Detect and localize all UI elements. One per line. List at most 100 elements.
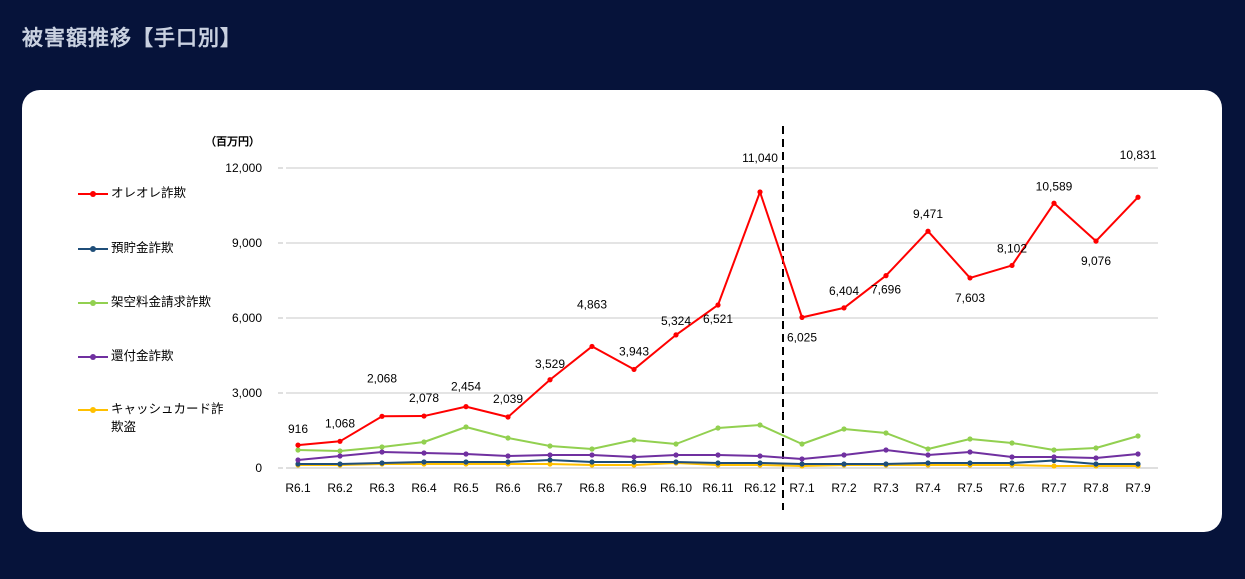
data-point bbox=[925, 452, 931, 458]
data-point bbox=[631, 454, 637, 460]
x-tick-label: R7.7 bbox=[1041, 481, 1067, 495]
data-point bbox=[1135, 461, 1141, 467]
y-tick-label: 0 bbox=[255, 461, 262, 475]
x-tick-label: R7.6 bbox=[999, 481, 1025, 495]
data-point bbox=[631, 459, 637, 465]
data-point bbox=[967, 449, 973, 455]
data-label: 3,529 bbox=[535, 357, 565, 371]
data-point bbox=[1051, 200, 1057, 206]
data-label: 4,863 bbox=[577, 297, 607, 311]
x-tick-label: R6.8 bbox=[579, 481, 605, 495]
legend-label: オレオレ詐欺 bbox=[111, 185, 187, 200]
legend-label: キャッシュカード詐欺盗 bbox=[111, 401, 224, 434]
data-point bbox=[883, 461, 889, 467]
data-point bbox=[547, 457, 553, 463]
x-tick-label: R6.2 bbox=[327, 481, 353, 495]
data-point bbox=[379, 444, 385, 450]
data-point bbox=[757, 453, 763, 459]
x-tick-label: R7.8 bbox=[1083, 481, 1109, 495]
legend-label: 還付金詐欺 bbox=[111, 348, 174, 363]
x-tick-label: R6.5 bbox=[453, 481, 479, 495]
y-axis-unit-label: （百万円） bbox=[205, 135, 260, 148]
chart-card: 0 3,000 6,000 9,000 12,000 R6.1 R6.2 R6.3 R6.4 R6… bbox=[22, 90, 1222, 532]
line-chart: 0 3,000 6,000 9,000 12,000 R6.1 R6.2 R6.3 R6.4 R6… bbox=[225, 126, 1158, 510]
legend-label: 架空料金請求詐欺 bbox=[111, 294, 212, 309]
data-point bbox=[967, 275, 973, 281]
data-label: 7,603 bbox=[955, 291, 985, 305]
data-point bbox=[757, 460, 763, 466]
data-point bbox=[799, 456, 805, 462]
data-label: 6,404 bbox=[829, 284, 859, 298]
data-point bbox=[505, 459, 511, 465]
data-point bbox=[295, 447, 301, 453]
y-tick-label: 3,000 bbox=[232, 386, 262, 400]
data-label: 6,025 bbox=[787, 330, 817, 344]
data-point bbox=[463, 459, 469, 465]
legend-swatch-icon bbox=[78, 296, 108, 308]
data-label: 8,102 bbox=[997, 241, 1027, 255]
data-point bbox=[1009, 460, 1015, 466]
y-tick-label: 6,000 bbox=[232, 311, 262, 325]
data-point bbox=[673, 441, 679, 447]
legend-item: 預貯金詐欺 bbox=[78, 240, 238, 257]
data-point bbox=[421, 439, 427, 445]
data-point bbox=[1051, 454, 1057, 460]
data-point bbox=[379, 413, 385, 419]
data-point bbox=[631, 366, 637, 373]
data-point bbox=[505, 435, 511, 441]
x-tick-label: R7.1 bbox=[789, 481, 815, 495]
data-point bbox=[673, 459, 679, 465]
data-label: 11,040 bbox=[742, 151, 778, 165]
data-point bbox=[421, 450, 427, 456]
x-tick-label: R6.9 bbox=[621, 481, 647, 495]
data-point bbox=[631, 437, 637, 443]
data-point bbox=[1009, 262, 1015, 269]
x-tick-label: R6.4 bbox=[411, 481, 437, 495]
x-tick-label: R6.11 bbox=[702, 481, 733, 495]
data-label: 9,471 bbox=[913, 207, 943, 221]
data-point bbox=[547, 377, 553, 383]
data-point bbox=[337, 448, 343, 454]
data-point bbox=[715, 425, 721, 431]
data-label: 3,943 bbox=[619, 344, 649, 358]
data-point bbox=[799, 314, 805, 320]
x-tick-label: R6.1 bbox=[285, 481, 311, 495]
data-point bbox=[799, 441, 805, 447]
data-point bbox=[337, 453, 343, 459]
data-label: 6,521 bbox=[703, 312, 733, 326]
data-point bbox=[925, 460, 931, 466]
data-point bbox=[547, 452, 553, 458]
data-point bbox=[799, 461, 805, 467]
data-point bbox=[547, 443, 553, 449]
x-tick-label: R7.9 bbox=[1125, 481, 1151, 495]
x-tick-label: R6.7 bbox=[537, 481, 563, 495]
data-point bbox=[925, 228, 931, 234]
data-point bbox=[1135, 194, 1141, 200]
data-point bbox=[379, 449, 385, 455]
x-tick-label: R7.3 bbox=[873, 481, 899, 495]
data-point bbox=[421, 459, 427, 465]
legend-swatch-icon bbox=[78, 242, 108, 254]
data-point bbox=[673, 452, 679, 458]
data-label: 916 bbox=[288, 422, 308, 436]
x-tick-label: R6.6 bbox=[495, 481, 521, 495]
data-label: 10,831 bbox=[1120, 148, 1157, 162]
data-label: 2,454 bbox=[451, 380, 481, 394]
data-point bbox=[841, 305, 847, 311]
data-point bbox=[715, 452, 721, 458]
data-point bbox=[505, 414, 511, 420]
data-point bbox=[463, 404, 469, 410]
x-tick-label: R7.2 bbox=[831, 481, 857, 495]
data-point bbox=[589, 459, 595, 465]
data-point bbox=[1093, 445, 1099, 451]
data-point bbox=[337, 461, 343, 467]
data-point bbox=[757, 189, 763, 195]
data-point bbox=[841, 426, 847, 432]
legend-item: 還付金詐欺 bbox=[78, 348, 238, 365]
data-label: 1,068 bbox=[325, 416, 355, 430]
data-point bbox=[1135, 433, 1141, 439]
data-point bbox=[421, 413, 427, 419]
data-label: 7,696 bbox=[871, 283, 901, 297]
data-label: 2,078 bbox=[409, 391, 439, 405]
page-title: 被害額推移【手口別】 bbox=[22, 26, 242, 50]
